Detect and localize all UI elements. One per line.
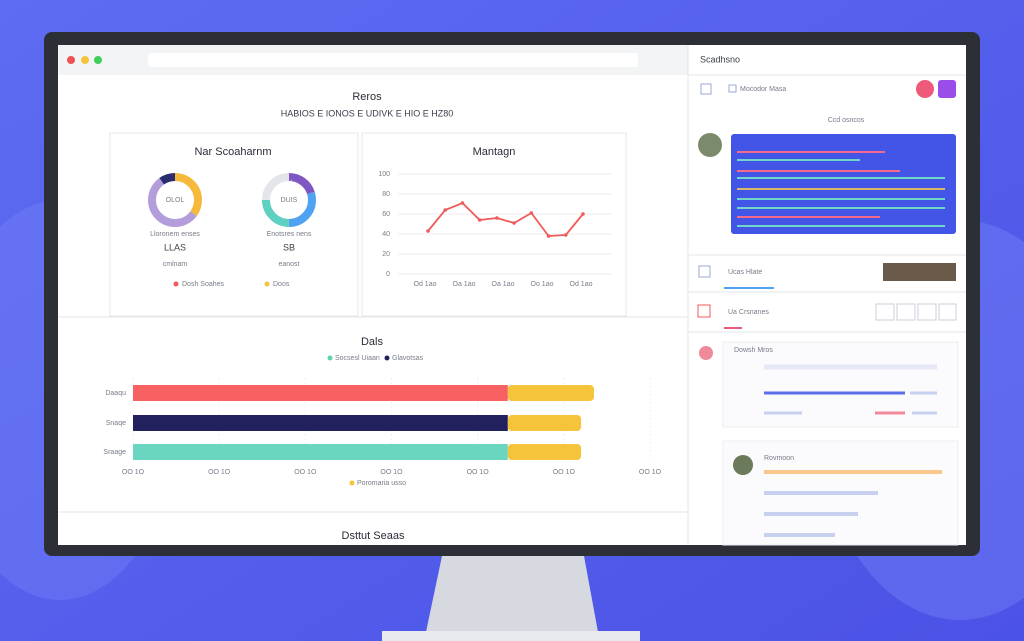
donut-card [109, 132, 359, 317]
sidebar-title: Scadhsno [700, 54, 740, 64]
tab-label[interactable]: Ucas Hlate [728, 269, 762, 276]
donut-note: eanost [278, 261, 299, 268]
y-tick-label: 100 [378, 171, 390, 178]
legend-swatch [327, 355, 333, 361]
thumbnails[interactable] [883, 263, 956, 281]
donut-label: OLOL [166, 197, 185, 204]
y-tick-label: Sraage [103, 449, 126, 456]
y-tick-label: 0 [386, 271, 390, 278]
point [495, 216, 499, 220]
line-card [361, 132, 627, 317]
line-title: Mantagn [473, 146, 516, 158]
point [460, 201, 465, 205]
x-tick-label: OO 1O [380, 469, 403, 476]
point [426, 229, 430, 233]
y-tick-label: Daaqu [105, 390, 126, 397]
x-tick-label: OO 1O [553, 469, 576, 476]
legend-label: Poromaria usso [357, 480, 406, 487]
point [546, 234, 551, 238]
icon [728, 84, 737, 93]
card-lines [764, 364, 937, 415]
donut-title: Nar Scoaharnm [194, 146, 271, 158]
icon[interactable] [700, 83, 712, 95]
line [427, 201, 584, 237]
min-dot[interactable] [81, 56, 89, 64]
legend-label: Dosh Soahes [182, 281, 225, 288]
footer-title: Dsttut Seaas [342, 530, 405, 542]
legend-swatch [384, 355, 390, 361]
point [512, 221, 516, 225]
section-label: Ccd osncos [828, 117, 865, 124]
bar-segment [133, 385, 508, 401]
max-dot[interactable] [94, 56, 102, 64]
avatar[interactable] [938, 80, 956, 98]
bar-segment [133, 415, 508, 431]
x-tick-label: Oa 1ao [492, 281, 515, 288]
donut-value: SB [283, 242, 295, 252]
action-buttons[interactable] [875, 303, 957, 321]
legend-label: Socsesl Uiaan [335, 355, 380, 362]
bar-segment [507, 444, 582, 460]
stand [426, 556, 598, 632]
point [563, 233, 568, 237]
x-tick-label: OO 1O [467, 469, 490, 476]
bar-segment [133, 444, 508, 460]
donut-segment [148, 173, 202, 227]
x-tick-label: OO 1O [122, 469, 145, 476]
donut-segment [148, 173, 202, 227]
x-tick-label: Od 1ao [570, 281, 593, 288]
legend-label: Doos [273, 281, 290, 288]
y-tick-label: 80 [382, 191, 390, 198]
y-tick-label: 60 [382, 211, 390, 218]
actions-label: Ua Crsnanes [728, 309, 769, 316]
url-bar[interactable] [148, 53, 638, 67]
donut-value: LLAS [164, 242, 186, 252]
card-title: Dowsh Mros [734, 347, 773, 354]
avatar [733, 455, 753, 475]
point [477, 218, 482, 222]
x-tick-label: OO 1O [294, 469, 317, 476]
x-tick-label: Oo 1ao [531, 281, 554, 288]
card-title: Rovmoon [764, 455, 794, 462]
donut-note: cmlnam [163, 261, 188, 268]
donut-caption: Enotsres nens [267, 231, 312, 238]
point [529, 211, 534, 215]
donut-caption: Lloronem enses [150, 231, 200, 238]
avatar [698, 133, 722, 157]
donut-segment [262, 173, 316, 227]
search-text[interactable]: Mocodor Masa [740, 86, 786, 93]
page-title: Reros [352, 91, 382, 103]
close-dot[interactable] [67, 56, 75, 64]
legend-swatch [349, 480, 355, 486]
point [581, 212, 585, 216]
message-bubble [731, 134, 956, 234]
card-lines [764, 470, 942, 537]
y-tick-label: 40 [382, 231, 390, 238]
icon[interactable] [698, 265, 711, 278]
donut-label: DUIS [281, 197, 298, 204]
bar-segment [507, 415, 582, 431]
bar-segment [507, 385, 594, 401]
donut-segment [262, 173, 316, 227]
stand-base [382, 631, 640, 641]
legend-swatch [173, 281, 179, 287]
legend-swatch [264, 281, 270, 287]
message-lines [737, 151, 945, 227]
x-tick-label: OO 1O [208, 469, 231, 476]
donut-segment [262, 173, 316, 227]
bar-title: Dals [361, 336, 384, 348]
page-subtitle: HABIOS E IONOS E UDIVK E HIO E HZ80 [281, 108, 454, 118]
icon[interactable] [697, 304, 711, 318]
avatar [699, 346, 713, 360]
avatar[interactable] [916, 80, 934, 98]
x-tick-label: Od 1ao [414, 281, 437, 288]
x-tick-label: OO 1O [639, 469, 662, 476]
point [443, 208, 448, 212]
y-tick-label: 20 [382, 251, 390, 258]
legend-label: Glavotsas [392, 355, 424, 362]
y-tick-label: Snaqe [106, 420, 126, 427]
x-tick-label: Oa 1ao [453, 281, 476, 288]
